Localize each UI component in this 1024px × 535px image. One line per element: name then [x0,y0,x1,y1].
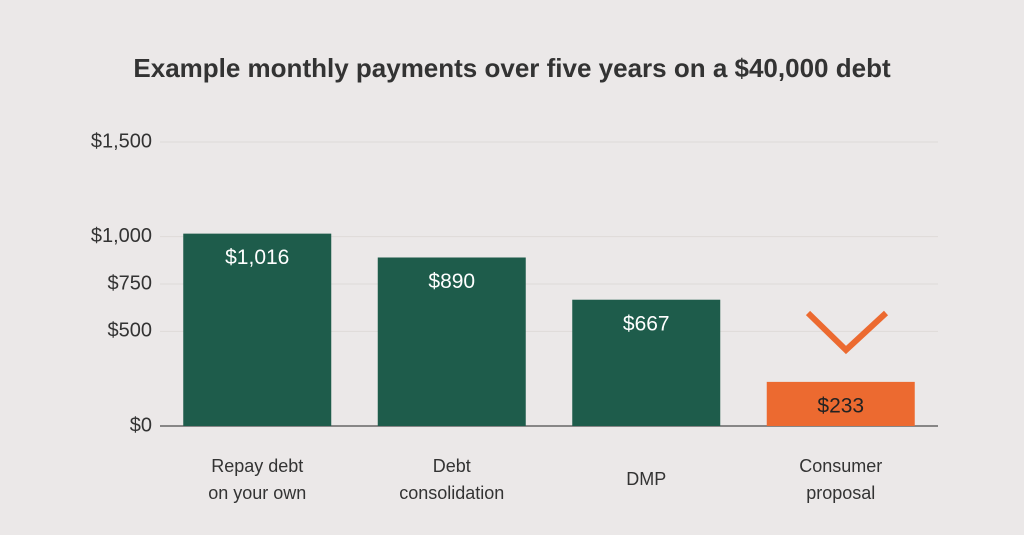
y-tick-label: $1,500 [91,130,152,152]
chart-title: Example monthly payments over five years… [133,53,891,83]
value-label: $890 [428,270,475,293]
y-tick-label: $500 [108,320,153,342]
value-label: $667 [623,312,670,335]
x-tick-label: DMP [626,469,667,489]
x-tick-label: Consumer proposal [799,456,883,503]
bar [572,299,721,426]
bar [766,381,915,426]
value-label: $1,016 [225,246,289,269]
bar [377,257,526,426]
y-tick-label: $750 [108,272,153,294]
x-tick-label: Debt consolidation [399,456,505,503]
arrow-head [805,310,889,355]
x-tick-label: Repay debt on your own [208,456,307,503]
value-label: $233 [817,394,864,417]
y-tick-label: $1,000 [91,225,152,247]
bar [183,233,332,426]
y-tick-label: $0 [130,414,152,436]
